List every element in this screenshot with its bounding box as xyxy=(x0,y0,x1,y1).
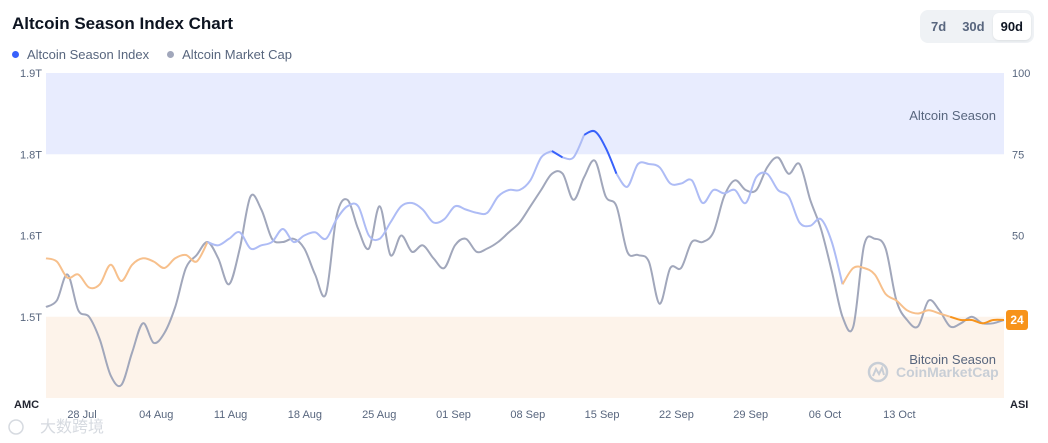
right-tick-label: 50 xyxy=(1012,231,1024,243)
right-axis-label: ASI xyxy=(1010,399,1028,411)
coinmarketcap-watermark-text: CoinMarketCap xyxy=(896,364,999,380)
right-tick-label: 100 xyxy=(1012,68,1030,80)
x-tick-label: 11 Aug xyxy=(214,409,247,421)
right-axis: 100 75 50 xyxy=(1012,68,1030,243)
legend-label-index: Altcoin Season Index xyxy=(27,47,150,62)
x-tick-label: 18 Aug xyxy=(288,409,322,421)
left-tick-label: 1.6T xyxy=(20,231,42,243)
range-7d-button[interactable]: 7d xyxy=(923,13,954,40)
season-index-line-segment xyxy=(562,134,586,161)
left-tick-label: 1.9T xyxy=(20,68,42,80)
coinmarketcap-logo-icon xyxy=(867,361,889,383)
season-index-line-segment xyxy=(207,150,553,251)
legend-dot-index xyxy=(12,51,19,58)
time-range-selector: 7d 30d 90d xyxy=(920,10,1034,43)
chart-legend: Altcoin Season Index Altcoin Market Cap xyxy=(12,47,292,62)
left-tick-label: 1.5T xyxy=(20,312,42,324)
season-index-line-segment xyxy=(45,241,209,290)
x-tick-label: 28 Jul xyxy=(67,409,96,421)
x-axis: 28 Jul 04 Aug 11 Aug 18 Aug 25 Aug 01 Sep 08 S… xyxy=(67,409,915,421)
right-tick-label: 75 xyxy=(1012,149,1024,161)
altcoin-season-label: Altcoin Season xyxy=(909,108,996,123)
legend-item-market-cap[interactable]: Altcoin Market Cap xyxy=(167,47,292,62)
corner-watermark-icon xyxy=(8,419,24,435)
page-title: Altcoin Season Index Chart xyxy=(12,14,234,33)
x-tick-label: 06 Oct xyxy=(809,409,841,421)
bitcoin-season-zone xyxy=(46,316,1004,398)
season-index-line-segment xyxy=(949,315,1005,325)
legend-item-index[interactable]: Altcoin Season Index xyxy=(12,47,149,62)
left-axis-label: AMC xyxy=(14,399,39,411)
current-value-badge-bg xyxy=(1006,310,1028,330)
left-axis: 1.9T 1.8T 1.6T 1.5T xyxy=(20,68,42,324)
x-tick-label: 22 Sep xyxy=(659,409,694,421)
left-tick-label: 1.8T xyxy=(20,149,42,161)
altcoin-season-zone xyxy=(46,73,1004,155)
legend-label-market-cap: Altcoin Market Cap xyxy=(182,47,292,62)
current-value-text: 24 xyxy=(1010,313,1024,327)
series-altcoin-season-index xyxy=(45,129,1005,325)
x-tick-label: 04 Aug xyxy=(139,409,173,421)
x-tick-label: 01 Sep xyxy=(436,409,471,421)
season-index-line-segment xyxy=(583,129,618,175)
x-tick-label: 25 Aug xyxy=(362,409,396,421)
x-tick-label: 29 Sep xyxy=(733,409,768,421)
x-tick-label: 08 Sep xyxy=(510,409,545,421)
x-tick-label: 15 Sep xyxy=(585,409,620,421)
x-tick-label: 13 Oct xyxy=(883,409,915,421)
legend-dot-market-cap xyxy=(167,51,175,58)
range-90d-button[interactable]: 90d xyxy=(992,13,1031,40)
coinmarketcap-watermark: CoinMarketCap xyxy=(867,361,999,383)
current-value-badge: 24 xyxy=(1006,310,1028,330)
corner-watermark-text: 大数跨境 xyxy=(40,417,104,436)
corner-watermark: 大数跨境 xyxy=(8,417,104,436)
season-index-line-segment xyxy=(551,150,564,159)
bitcoin-season-label: Bitcoin Season xyxy=(909,352,996,367)
range-30d-button[interactable]: 30d xyxy=(954,13,992,40)
coinmarketcap-logo-mark xyxy=(872,365,885,377)
season-index-line-segment xyxy=(841,265,951,318)
season-index-line-segment xyxy=(615,161,844,285)
